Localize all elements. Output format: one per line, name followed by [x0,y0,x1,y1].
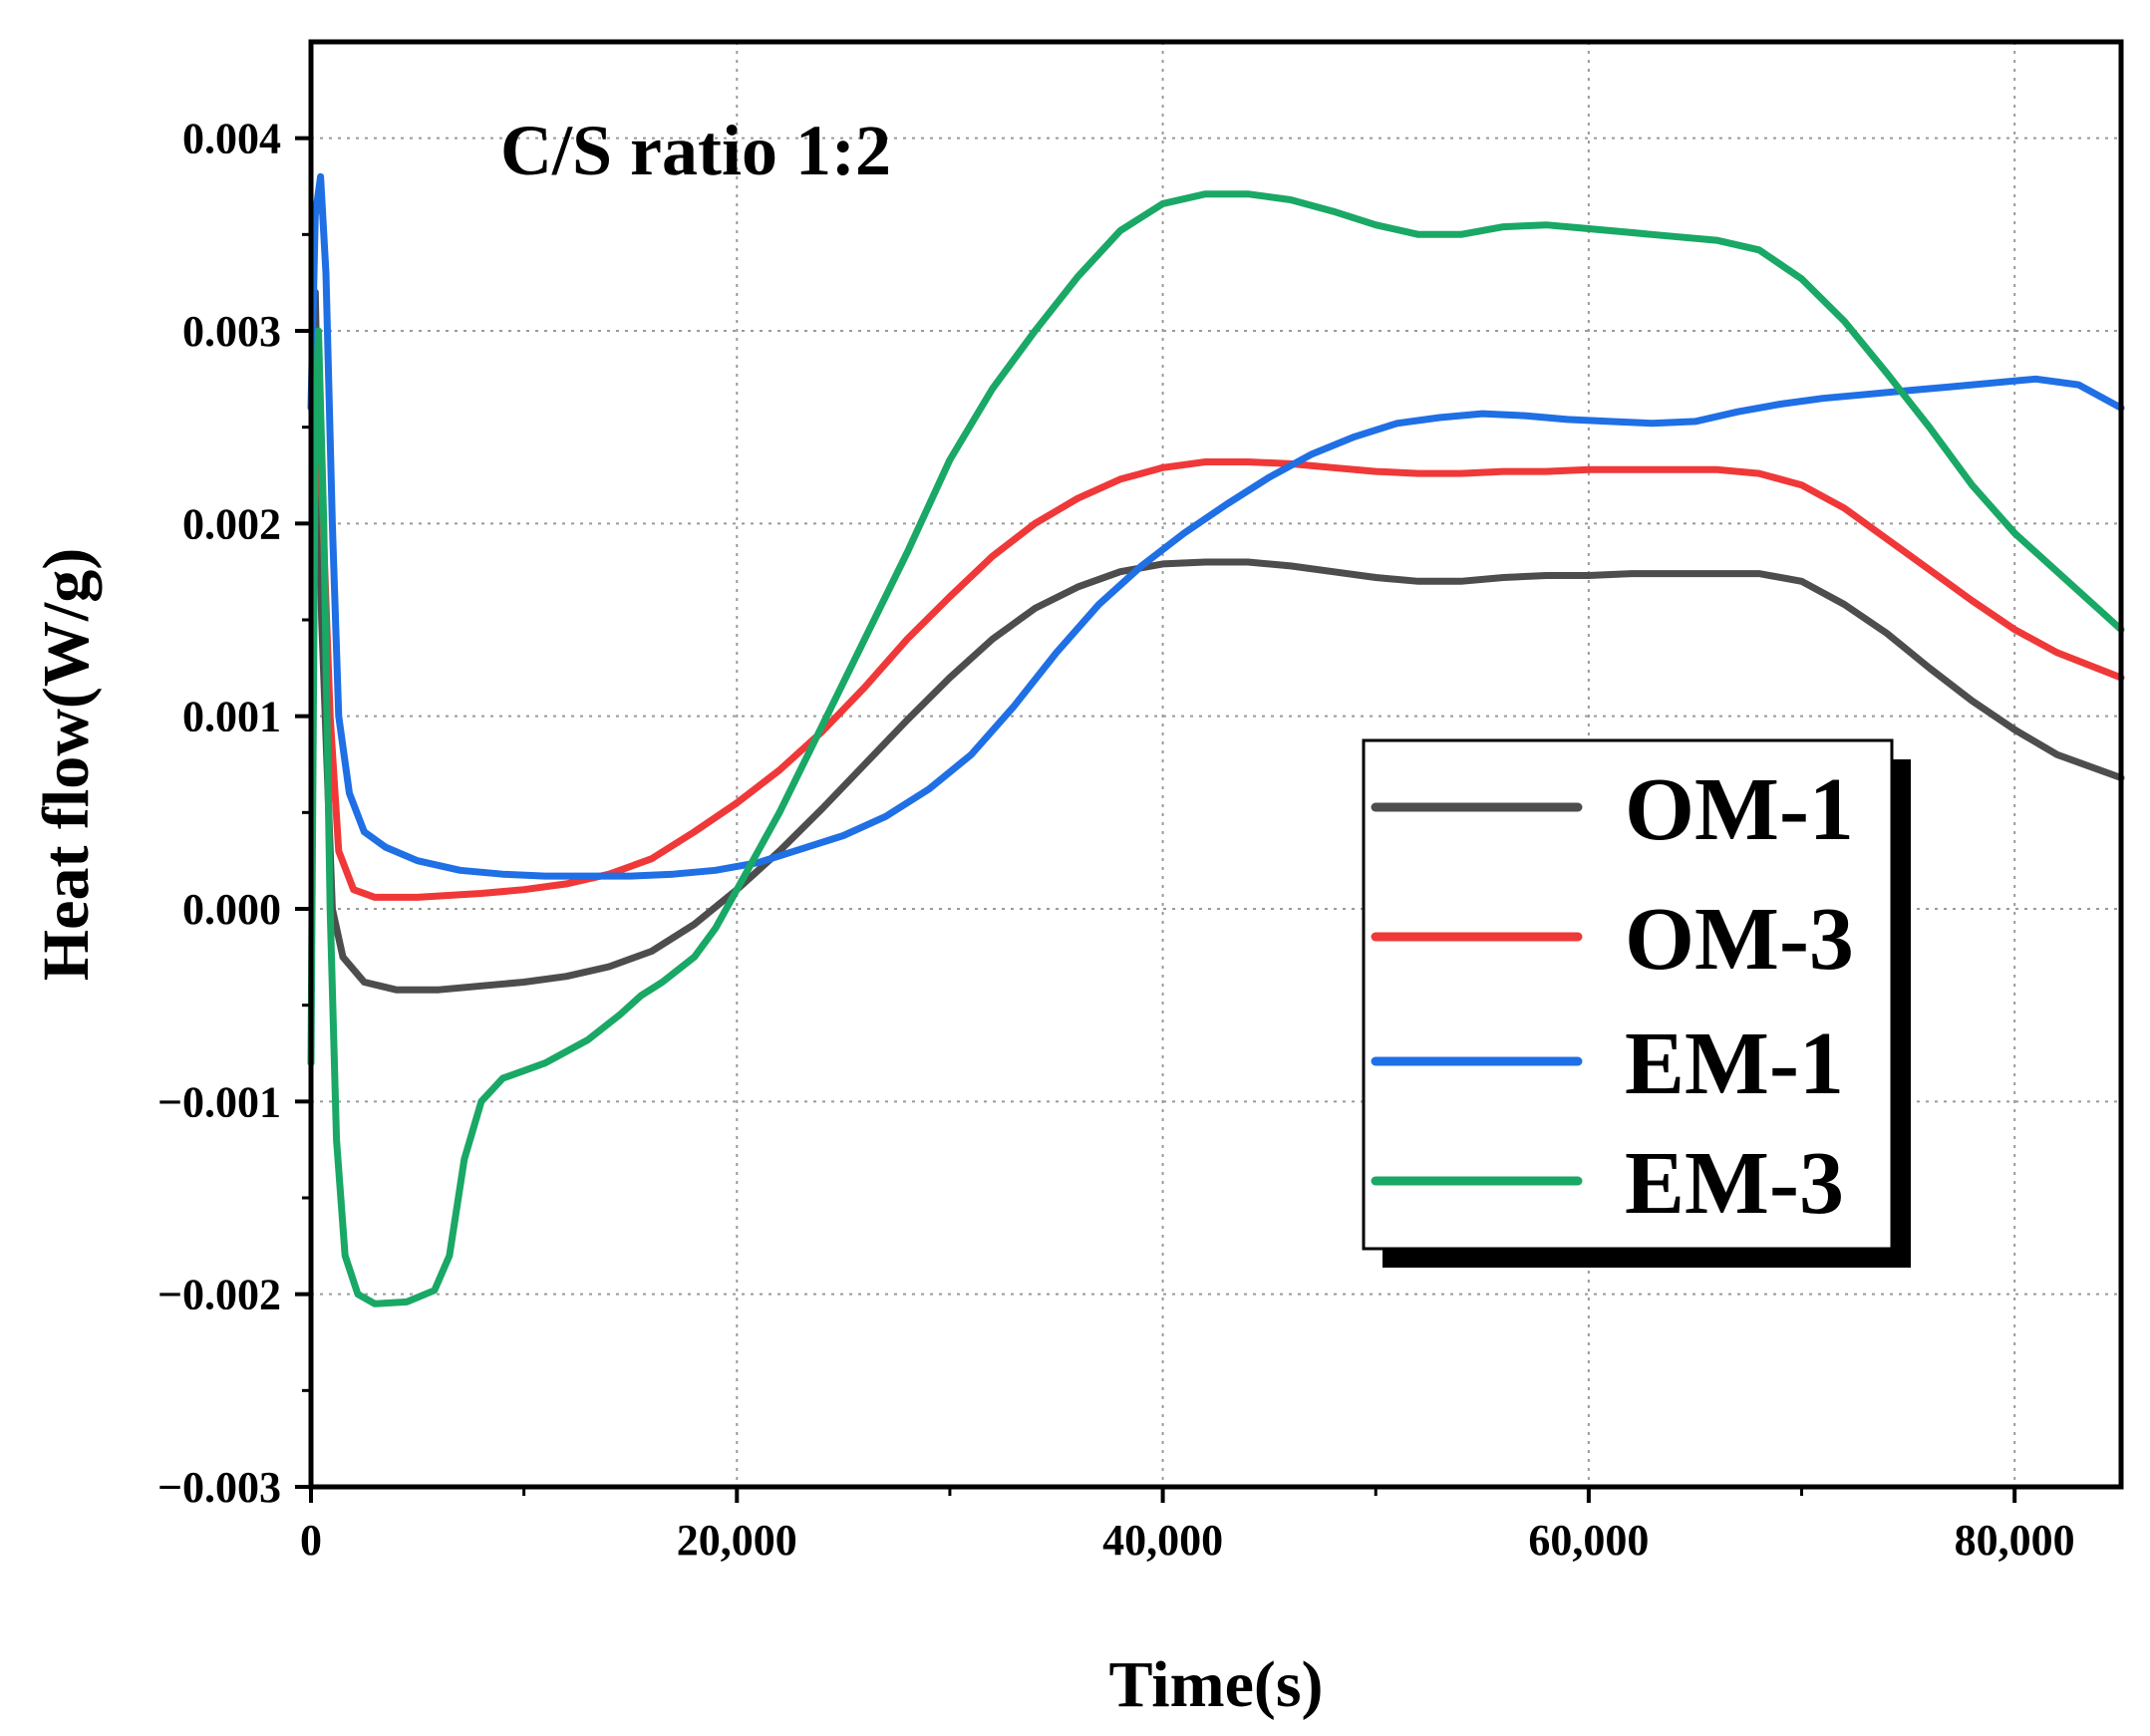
series-line-em-1 [307,172,2125,880]
legend-items: OM-1 OM-3 EM-1 EM-3 [1371,760,1854,1233]
legend-box [1362,738,1894,1251]
legend-label-om-1: OM-1 [1625,760,1854,859]
x-tick-label: 80,000 [1955,1516,2075,1565]
x-tick-label: 40,000 [1102,1516,1223,1565]
y-tick-label: 0.002 [182,499,281,548]
axis-ticks: 0 20,000 40,000 60,000 80,000 −0.003 −0.002 −0.… [157,115,2075,1565]
y-tick-label: −0.003 [157,1463,281,1512]
legend-label-om-3: OM-3 [1625,890,1854,989]
y-tick-label: 0.001 [182,693,281,741]
legend: OM-1 OM-3 EM-1 EM-3 [1362,738,1911,1268]
y-tick-label: 0.000 [182,885,281,934]
series-line-om-3 [311,327,2125,901]
x-axis-title: Time(s) [1108,1648,1323,1721]
y-tick-label: −0.001 [157,1077,281,1126]
y-tick-label: −0.002 [157,1271,281,1319]
chart-annotation: C/S ratio 1:2 [500,111,891,190]
y-axis-title: Heat flow(W/g) [30,548,103,981]
x-tick-label: 20,000 [677,1516,797,1565]
legend-label-em-3: EM-3 [1625,1134,1844,1233]
x-tick-label: 0 [300,1516,322,1565]
series-line-em-3 [307,190,2125,1307]
x-tick-label: 60,000 [1528,1516,1649,1565]
series-lines [307,172,2125,1307]
plot-frame [308,39,2124,1490]
y-tick-label: 0.003 [182,307,281,356]
legend-label-em-1: EM-1 [1625,1014,1844,1113]
y-tick-label: 0.004 [182,115,281,163]
